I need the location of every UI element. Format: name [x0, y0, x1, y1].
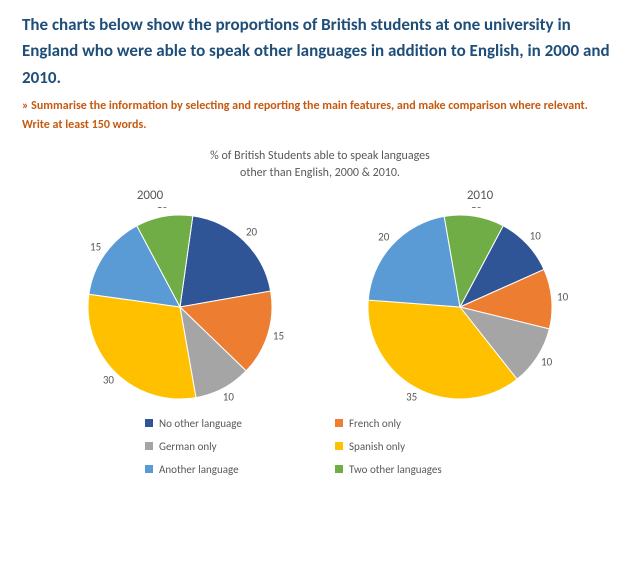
legend-item-another: Another language [145, 463, 305, 476]
pie-label-german: 10 [541, 355, 553, 368]
pie-label-another: 15 [90, 240, 101, 253]
legend-label: No other language [159, 417, 242, 430]
legend-label: Another language [159, 463, 239, 476]
task-title: The charts below show the proportions of… [22, 12, 618, 91]
swatch-spanish [335, 442, 343, 450]
legend-label: German only [159, 440, 217, 453]
pie-label-two_other: 10 [471, 207, 483, 211]
legend-item-french: French only [335, 417, 495, 430]
pie-label-french: 10 [557, 290, 569, 303]
swatch-french [335, 419, 343, 427]
chart-subtitle-line2: other than English, 2000 & 2010. [22, 165, 618, 182]
pie-label-no_other: 20 [246, 225, 258, 238]
swatch-german [145, 442, 153, 450]
legend-item-spanish: Spanish only [335, 440, 495, 453]
chart-year-2000: 2000 [70, 188, 290, 203]
pie-chart-2000: 20 15 10 30 15 10 [70, 207, 290, 407]
chart-subtitle-line1: % of British Students able to speak lang… [22, 148, 618, 165]
swatch-no-other [145, 419, 153, 427]
legend-item-no-other: No other language [145, 417, 305, 430]
chart-subtitle: % of British Students able to speak lang… [22, 148, 618, 182]
chart-2000: 2000 20 15 10 30 15 10 [70, 188, 290, 407]
task-instruction: » Summarise the information by selecting… [22, 97, 618, 134]
pie-label-spanish: 30 [103, 374, 115, 387]
legend-item-german: German only [145, 440, 305, 453]
legend-label: Spanish only [349, 440, 405, 453]
pie-label-french: 15 [273, 330, 284, 343]
pie-label-no_other: 10 [530, 229, 542, 242]
pie-chart-2010: 10 10 10 35 20 10 [350, 207, 570, 407]
legend-label: French only [349, 417, 401, 430]
legend: No other language French only German onl… [22, 417, 618, 476]
swatch-another [145, 465, 153, 473]
pie-label-another: 20 [378, 230, 390, 243]
chart-2010: 2010 101010352010 [350, 188, 570, 407]
charts-row: 2000 201510301510 2010 101010352010 [22, 188, 618, 407]
swatch-two-other [335, 465, 343, 473]
legend-item-two-other: Two other languages [335, 463, 495, 476]
pie-label-two_other: 10 [157, 207, 169, 211]
pie-label-german: 10 [223, 390, 235, 403]
pie-label-spanish: 35 [406, 390, 417, 403]
chart-year-2010: 2010 [350, 188, 570, 203]
legend-label: Two other languages [349, 463, 442, 476]
